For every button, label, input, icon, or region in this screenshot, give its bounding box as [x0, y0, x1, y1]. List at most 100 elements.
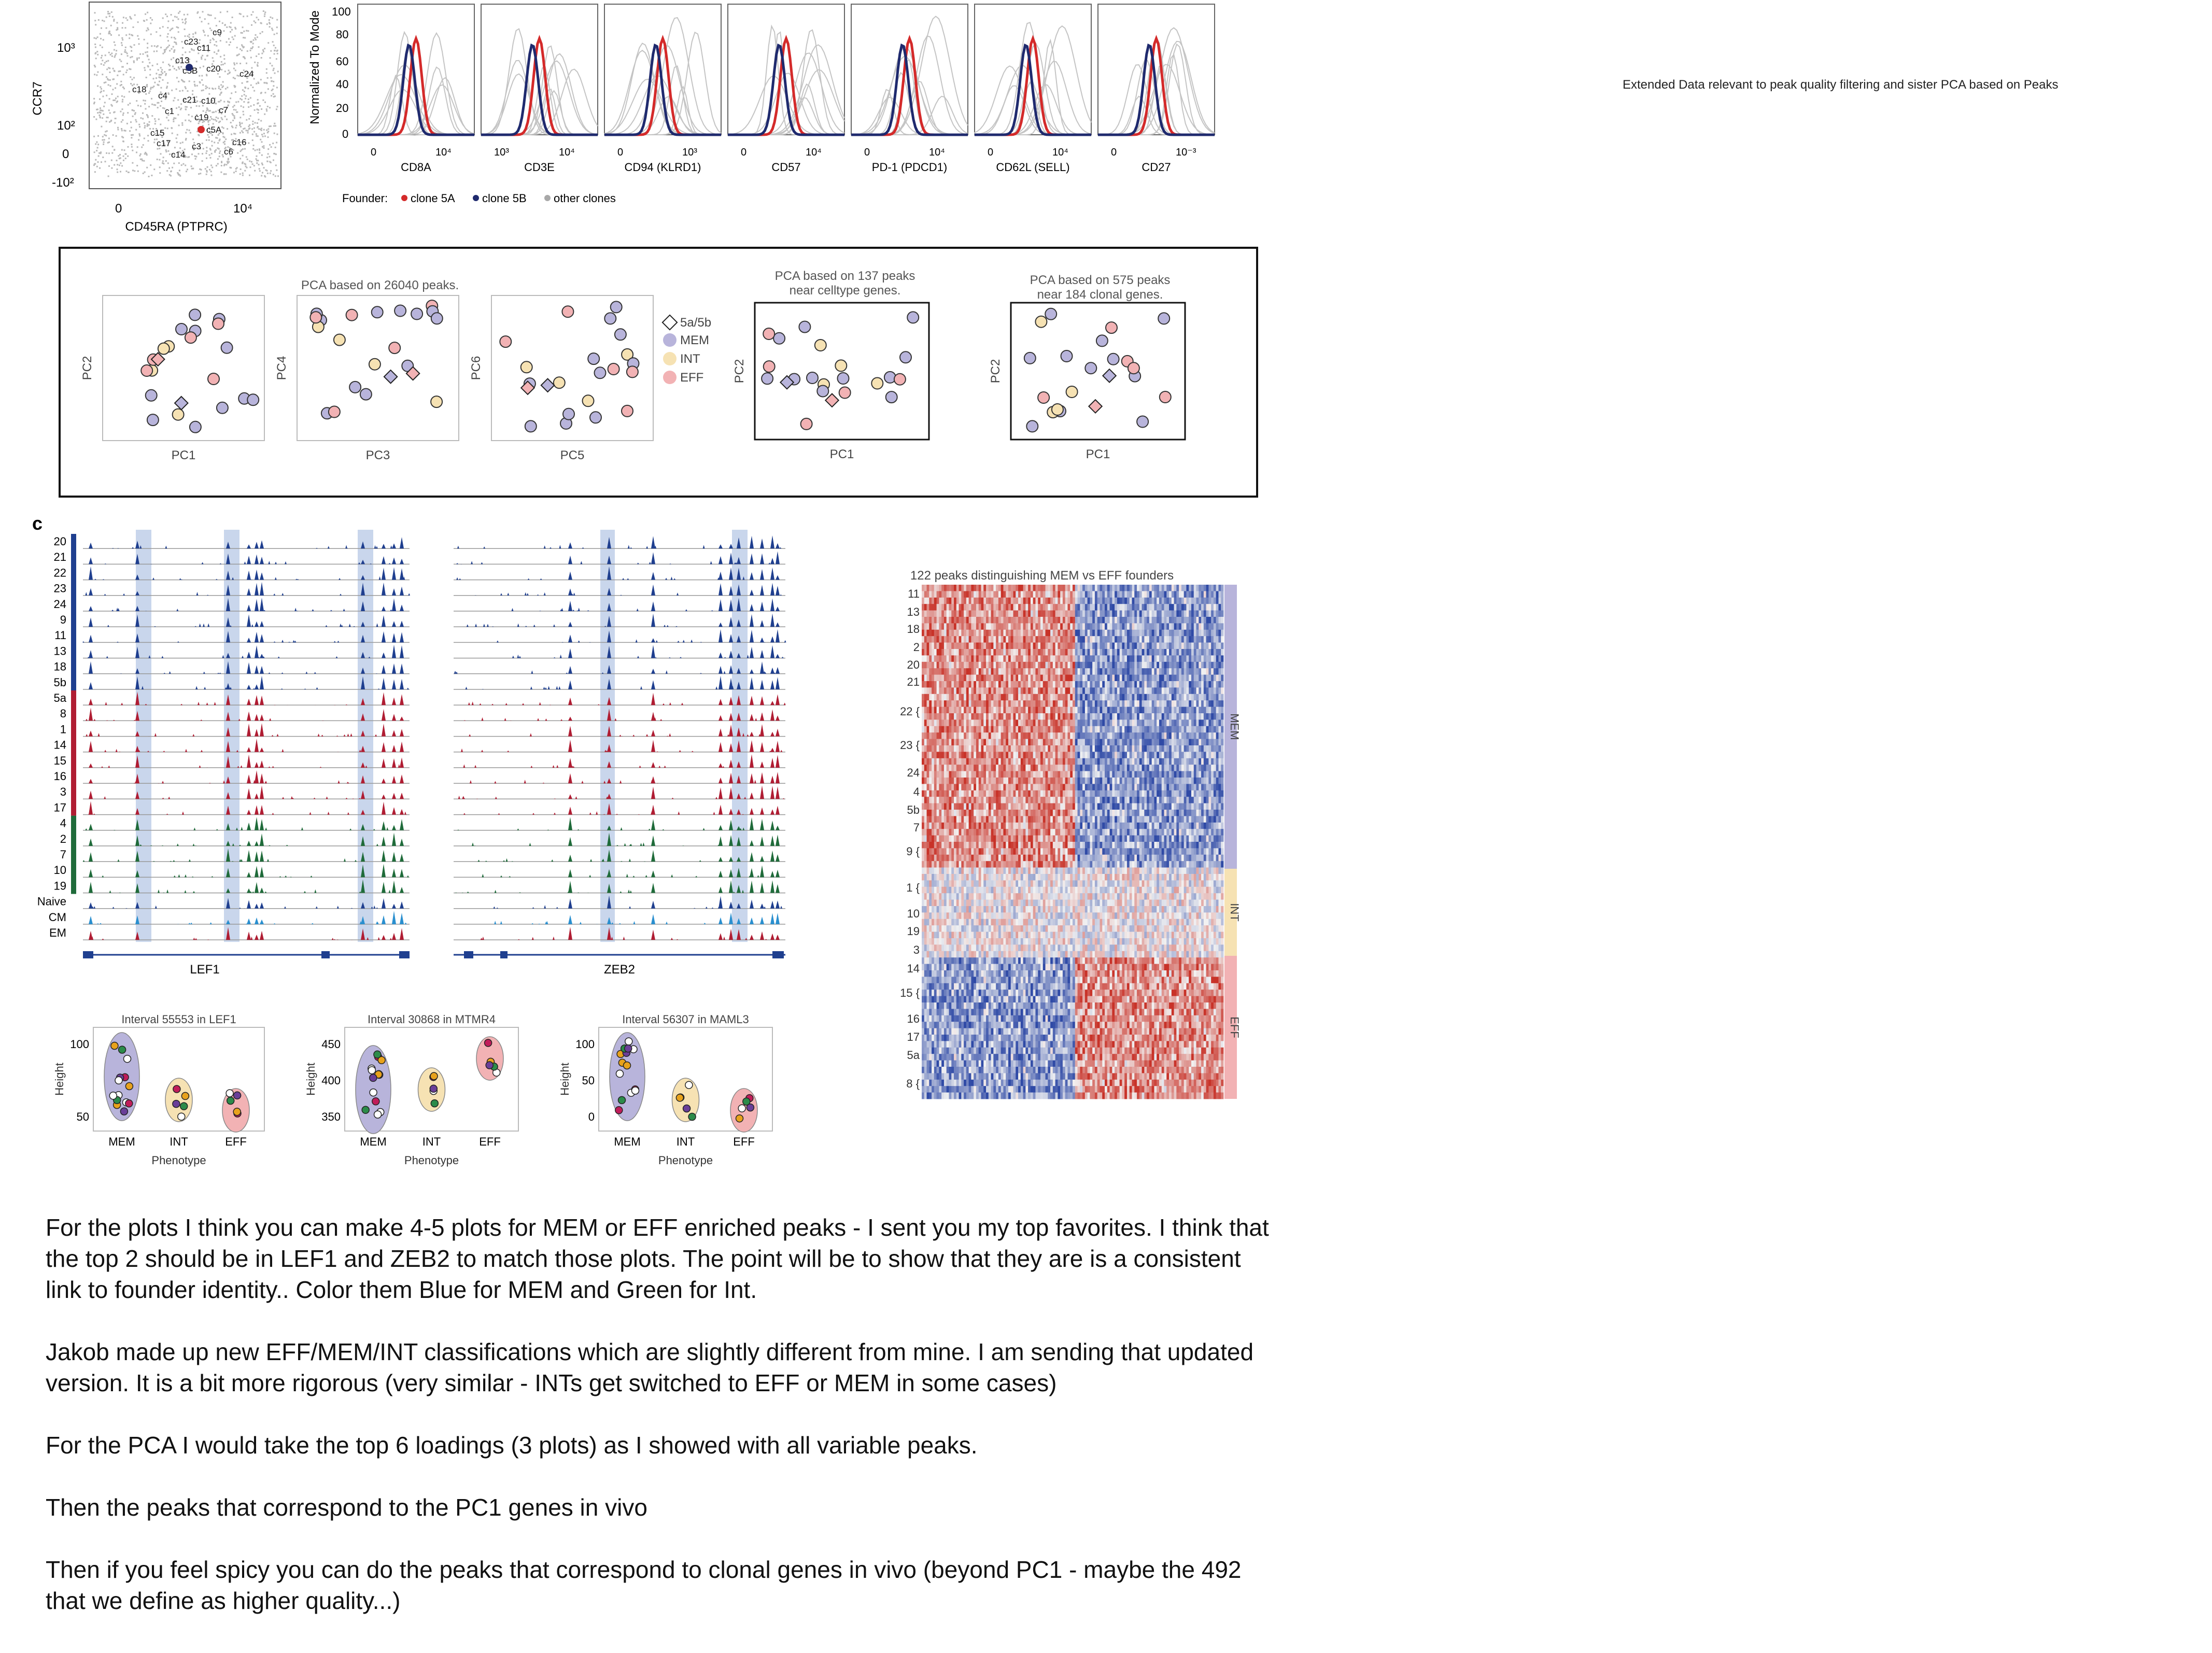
heatmap-cell	[956, 694, 959, 701]
heatmap-cell	[1052, 816, 1056, 823]
heatmap-cell	[1176, 726, 1179, 733]
heatmap-cell	[946, 816, 949, 823]
heatmap-cell	[929, 585, 932, 591]
heatmap-cell	[1189, 745, 1192, 752]
heatmap-cell	[1157, 681, 1160, 688]
heatmap-cell	[941, 597, 945, 604]
heatmap-cell	[1048, 765, 1051, 771]
heatmap-cell	[1193, 649, 1196, 656]
heatmap-cell	[1199, 604, 1202, 611]
heatmap-cell	[1206, 700, 1209, 707]
heatmap-cell	[1008, 655, 1011, 662]
heatmap-cell	[1144, 816, 1147, 823]
heatmap-cell	[1208, 623, 1211, 630]
heatmap-cell	[983, 758, 987, 765]
heatmap-cell	[1042, 681, 1046, 688]
heatmap-cell	[1184, 803, 1187, 810]
heatmap-cell	[1030, 604, 1034, 611]
heatmap-cell	[1020, 765, 1023, 771]
heatmap-cell	[961, 778, 964, 784]
heatmap-cell	[1132, 610, 1135, 617]
heatmap-cell	[996, 610, 999, 617]
heatmap-cell	[1181, 803, 1185, 810]
heatmap-cell	[924, 790, 927, 797]
heatmap-cell	[934, 810, 937, 816]
heatmap-cell	[943, 636, 947, 643]
heatmap-cell	[1094, 687, 1098, 695]
heatmap-cell	[1119, 719, 1122, 727]
heatmap-cell	[1199, 655, 1202, 662]
heatmap-cell	[986, 707, 989, 714]
heatmap-cell	[1090, 816, 1093, 823]
heatmap-cell	[949, 629, 952, 637]
heatmap-cell	[1206, 661, 1209, 669]
heatmap-cell	[1201, 591, 1204, 598]
heatmap-cell	[1191, 681, 1194, 688]
heatmap-cell	[1062, 803, 1066, 810]
heatmap-cell	[1196, 810, 1199, 816]
heatmap-cell	[1023, 803, 1026, 810]
heatmap-cell	[1060, 623, 1063, 630]
scatter-ylabel: CCR7	[31, 81, 45, 115]
heatmap-cell	[1008, 758, 1011, 765]
track-label-21: 21	[54, 550, 66, 563]
heatmap-cell	[1124, 661, 1128, 669]
pca-ylabel: PC6	[469, 356, 483, 380]
heatmap-cell	[981, 694, 984, 701]
heatmap-cell	[1042, 707, 1046, 714]
heatmap-cell	[946, 797, 949, 803]
heatmap-cell	[966, 778, 969, 784]
heatmap-cell	[1157, 604, 1160, 611]
heatmap-cell	[954, 700, 957, 707]
heatmap-cell	[1213, 694, 1217, 701]
heatmap-cell	[986, 668, 989, 675]
heatmap-cell	[1042, 713, 1046, 720]
heatmap-cell	[1117, 623, 1120, 630]
pca-founder-diamond	[824, 393, 840, 408]
heatmap-cell	[1161, 778, 1164, 784]
heatmap-cell	[1045, 694, 1048, 701]
heatmap-cell	[1067, 803, 1070, 810]
heatmap-cell	[966, 681, 969, 688]
heatmap-cell	[1055, 681, 1058, 688]
heatmap-cell	[959, 636, 962, 643]
heatmap-cell	[924, 765, 927, 771]
heatmap-cell	[1077, 687, 1080, 695]
heatmap-cell	[1142, 771, 1145, 778]
heatmap-cell	[993, 816, 996, 823]
heatmap-cell	[1075, 655, 1078, 662]
heatmap-cell	[1077, 629, 1080, 637]
heatmap-cell	[939, 784, 942, 791]
heatmap-cell	[1058, 700, 1061, 707]
heatmap-cell	[1065, 597, 1068, 604]
heatmap-cell	[1189, 816, 1192, 823]
heatmap-cell	[922, 629, 925, 637]
heatmap-cell	[998, 810, 1002, 816]
heatmap-cell	[1055, 803, 1058, 810]
heatmap-cell	[1087, 617, 1090, 624]
heatmap-cell	[1174, 719, 1177, 727]
heatmap-cell	[1077, 674, 1080, 682]
heatmap-cell	[976, 617, 979, 624]
heatmap-cell	[1201, 629, 1204, 637]
heatmap-cell	[1126, 752, 1130, 759]
heatmap-cell	[929, 591, 932, 598]
heatmap-cell	[1077, 752, 1080, 759]
pca-point	[1060, 350, 1073, 362]
heatmap-cell	[1119, 674, 1122, 682]
scatter-xtick-2: 10⁴	[233, 202, 252, 216]
heatmap-cell	[1001, 629, 1004, 637]
heatmap-cell	[924, 778, 927, 784]
heatmap-cell	[1092, 803, 1095, 810]
heatmap-cell	[1151, 604, 1154, 611]
heatmap-cell	[978, 745, 981, 752]
heatmap-cell	[943, 668, 947, 675]
heatmap-cell	[1129, 610, 1132, 617]
heatmap-cell	[964, 674, 967, 682]
heatmap-cell	[1117, 771, 1120, 778]
heatmap-cell	[1038, 739, 1041, 746]
heatmap-cell	[1040, 700, 1044, 707]
heatmap-cell	[929, 726, 932, 733]
heatmap-cell	[1147, 765, 1150, 771]
heatmap-cell	[1134, 739, 1137, 746]
